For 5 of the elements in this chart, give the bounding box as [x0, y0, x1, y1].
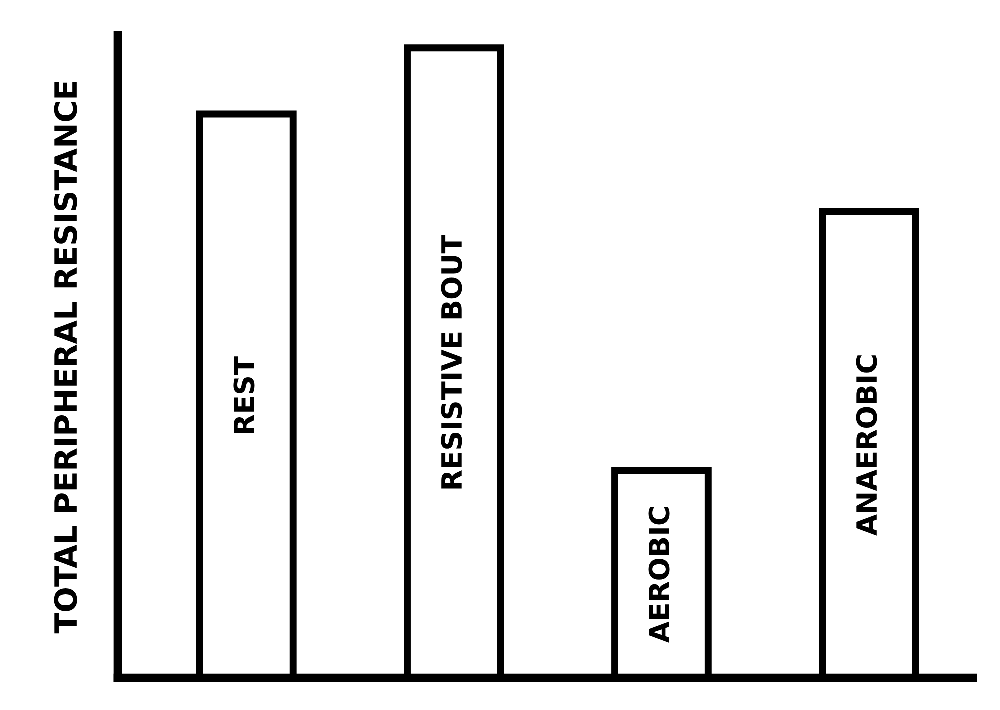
x-tick-label: RESISTIVE BOUT [441, 235, 462, 489]
x-tick-label: ANAEROBIC [856, 356, 878, 536]
x-tick-label: AEROBIC [648, 508, 670, 643]
x-tick-label: REST [234, 356, 255, 434]
y-axis-title: TOTAL PERIPHERAL RESISTANCE [54, 82, 78, 634]
